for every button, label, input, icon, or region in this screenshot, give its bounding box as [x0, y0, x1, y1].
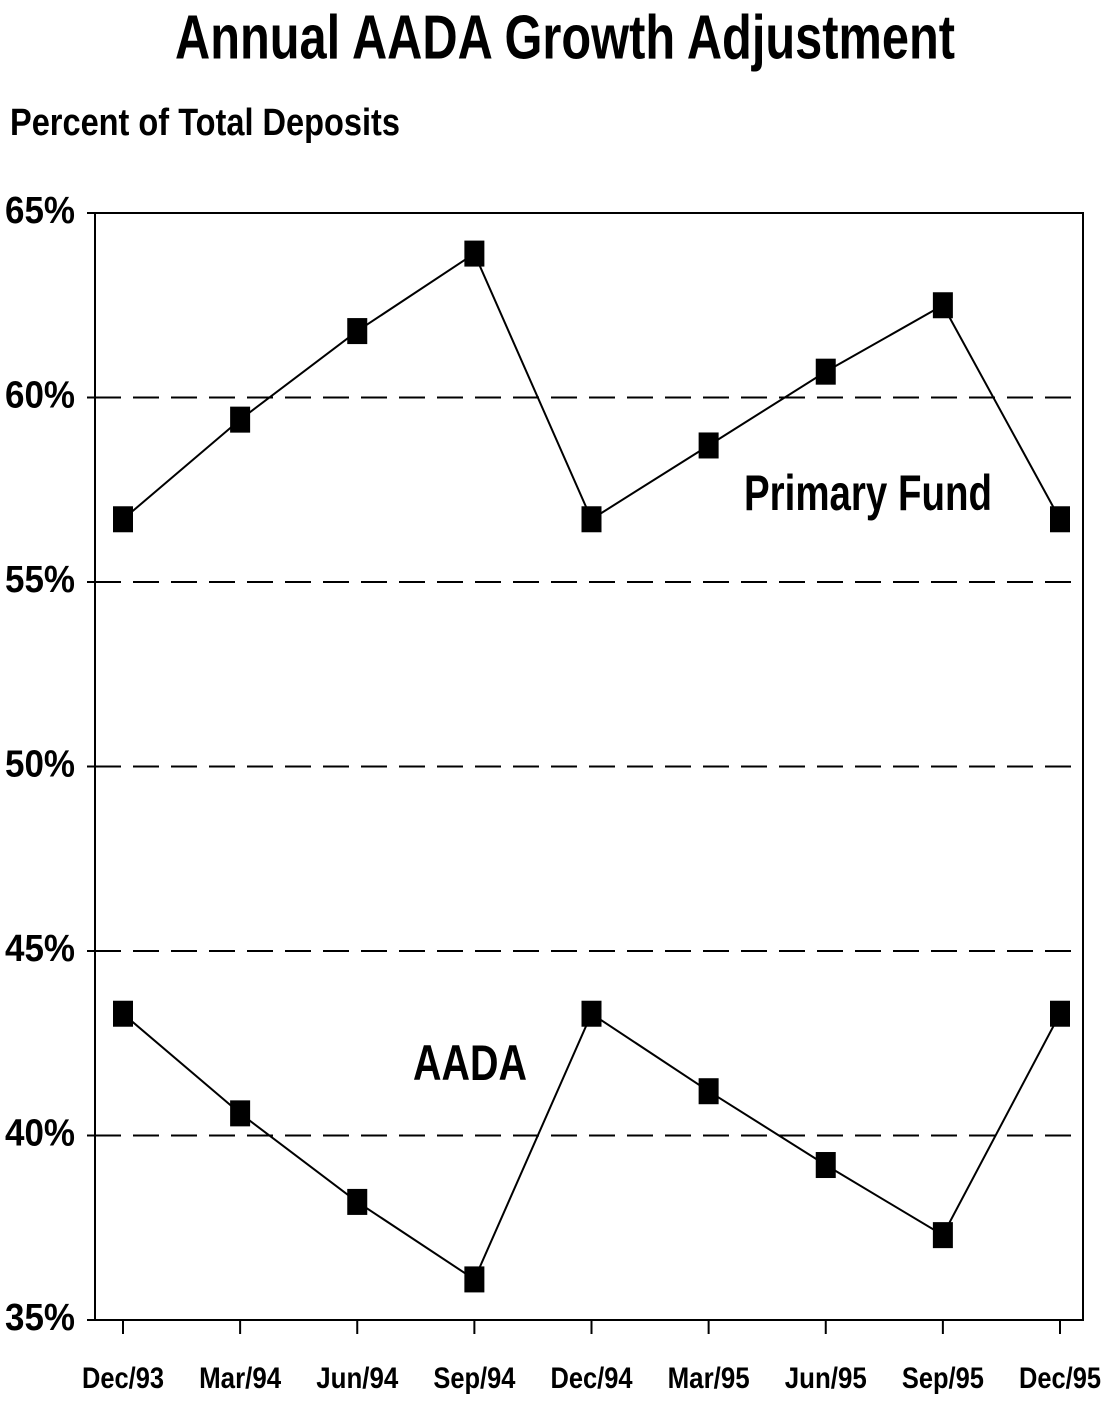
x-tick-label: Dec/94	[551, 1362, 633, 1395]
data-point	[932, 292, 953, 319]
data-point	[230, 1100, 251, 1127]
x-tick-label: Mar/95	[668, 1362, 750, 1395]
x-tick-label: Dec/95	[1019, 1362, 1101, 1395]
y-tick-label: 50%	[5, 744, 75, 786]
x-tick-label: Mar/94	[199, 1362, 281, 1395]
series-line	[122, 1012, 1061, 1281]
y-tick-label: 65%	[5, 190, 75, 232]
data-point	[1050, 1000, 1070, 1027]
x-tick-label: Sep/94	[433, 1362, 515, 1395]
data-point	[347, 1188, 368, 1215]
x-tick-label: Dec/93	[82, 1362, 164, 1395]
x-tick-label: Sep/95	[902, 1362, 984, 1395]
data-point	[815, 358, 836, 385]
data-point	[581, 1000, 602, 1027]
data-point	[464, 240, 485, 267]
data-point	[698, 1078, 719, 1105]
chart-subtitle: Percent of Total Deposits	[10, 102, 400, 144]
data-point	[698, 432, 719, 459]
y-tick-label: 35%	[5, 1297, 75, 1339]
data-point	[230, 406, 251, 433]
y-tick-label: 60%	[5, 375, 75, 417]
series-label: Primary Fund	[744, 465, 992, 521]
data-point	[815, 1152, 836, 1179]
data-point	[113, 1000, 133, 1027]
series-label: AADA	[413, 1035, 527, 1091]
data-point	[464, 1266, 485, 1293]
x-tick-label: Jun/95	[785, 1362, 867, 1395]
chart-title: Annual AADA Growth Adjustment	[175, 3, 955, 72]
data-point	[113, 506, 133, 533]
y-tick-label: 55%	[5, 559, 75, 601]
x-tick-label: Jun/94	[316, 1362, 398, 1395]
y-tick-label: 40%	[5, 1113, 75, 1155]
data-point	[347, 318, 368, 345]
y-tick-label: 45%	[5, 928, 75, 970]
data-point	[1050, 506, 1070, 533]
data-point	[932, 1222, 953, 1249]
data-point	[581, 506, 602, 533]
